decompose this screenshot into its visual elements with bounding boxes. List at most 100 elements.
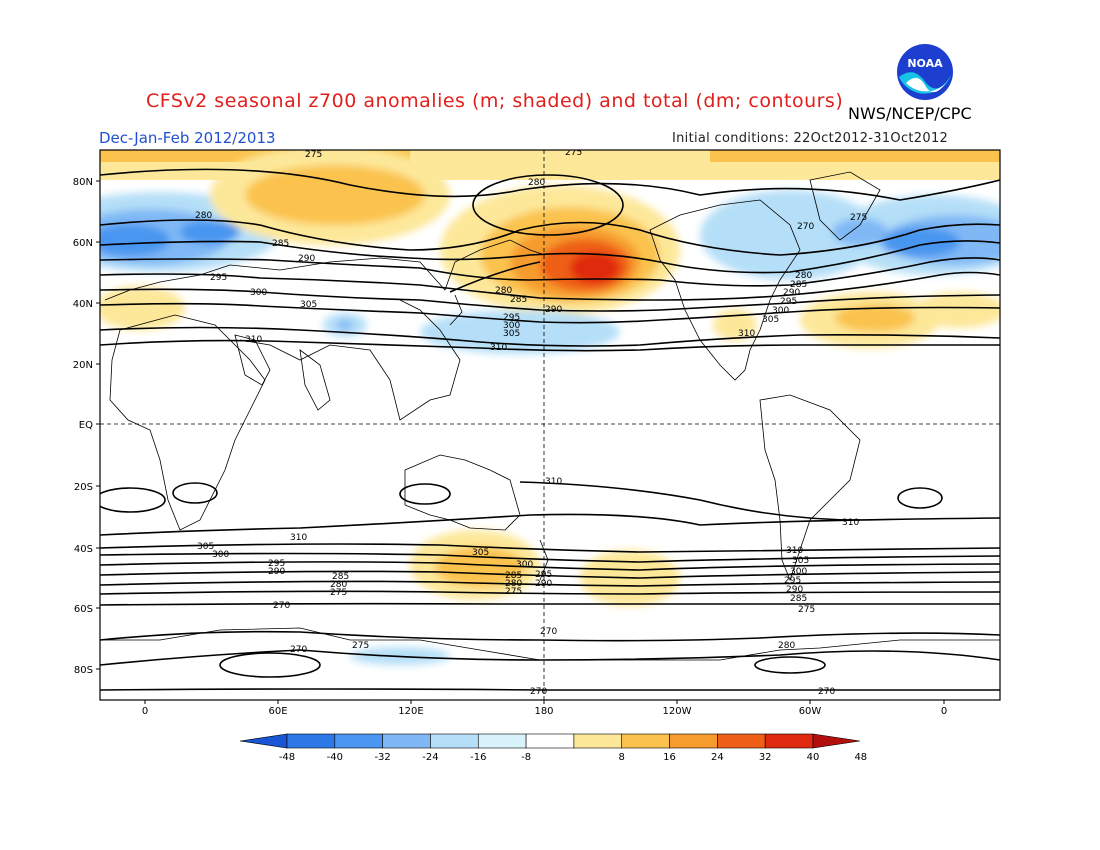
colorbar-box	[573, 733, 623, 749]
svg-text:275: 275	[305, 150, 322, 160]
lon-label: 120E	[398, 706, 423, 717]
colorbar-label: 16	[663, 752, 676, 763]
svg-text:295: 295	[780, 297, 797, 307]
svg-text:310: 310	[490, 343, 507, 353]
svg-text:275: 275	[352, 641, 369, 651]
svg-text:280: 280	[778, 641, 795, 651]
svg-text:305: 305	[792, 556, 809, 566]
lat-label: 80S	[74, 665, 93, 676]
svg-text:285: 285	[510, 295, 527, 305]
svg-text:310: 310	[245, 335, 262, 345]
colorbar-label: 40	[807, 752, 820, 763]
colorbar-label: 8	[619, 752, 625, 763]
colorbar-box	[669, 733, 718, 749]
svg-text:305: 305	[472, 548, 489, 558]
svg-text:300: 300	[790, 567, 807, 577]
lon-label: 180	[534, 706, 553, 717]
svg-text:305: 305	[762, 315, 779, 325]
svg-text:285: 285	[272, 239, 289, 249]
svg-text:285: 285	[790, 594, 807, 604]
height-contours	[100, 168, 1000, 691]
svg-text:270: 270	[530, 687, 547, 697]
svg-text:300: 300	[503, 321, 520, 331]
svg-text:290: 290	[545, 305, 562, 315]
lat-label: 20N	[73, 360, 93, 371]
lat-label: 40S	[74, 544, 93, 555]
lat-label: 60S	[74, 604, 93, 615]
colorbar-box	[764, 733, 814, 749]
forecast-period: Dec-Jan-Feb 2012/2013	[99, 129, 276, 147]
colorbar-box	[286, 733, 336, 749]
colorbar: -48 -40 -32 -24 -16 -8 8 16 24 32 40 48	[239, 733, 867, 763]
colorbar-box	[334, 733, 383, 749]
svg-text:290: 290	[786, 585, 803, 595]
svg-text:275: 275	[850, 213, 867, 223]
colorbar-label: -32	[374, 752, 390, 763]
colorbar-label: 32	[759, 752, 772, 763]
chart-title: CFSv2 seasonal z700 anomalies (m; shaded…	[146, 90, 844, 112]
lat-label: 40N	[73, 299, 93, 310]
svg-text:270: 270	[818, 687, 835, 697]
svg-text:300: 300	[772, 306, 789, 316]
colorbar-right-arrow	[812, 733, 861, 749]
lon-label: 60E	[268, 706, 287, 717]
svg-text:280: 280	[495, 286, 512, 296]
svg-text:280: 280	[330, 580, 347, 590]
map-frame	[99, 149, 1001, 701]
noaa-logo-icon: NOAA	[897, 44, 953, 100]
svg-text:300: 300	[516, 560, 533, 570]
svg-text:290: 290	[268, 567, 285, 577]
contour-labels: 275 280 285 290 295 300 305 310 280 285 …	[195, 148, 867, 697]
lon-label: 120W	[663, 706, 692, 717]
svg-text:295: 295	[784, 576, 801, 586]
svg-text:310: 310	[842, 518, 859, 528]
svg-text:295: 295	[535, 570, 552, 580]
colorbar-label: -40	[327, 752, 343, 763]
svg-text:275: 275	[798, 605, 815, 615]
svg-text:275: 275	[565, 148, 582, 158]
svg-text:310: 310	[786, 546, 803, 556]
colorbar-label: -16	[470, 752, 486, 763]
agency-label: NWS/NCEP/CPC	[848, 104, 972, 123]
lat-label: 20S	[74, 482, 93, 493]
svg-text:305: 305	[503, 329, 520, 339]
svg-text:270: 270	[540, 627, 557, 637]
svg-text:270: 270	[290, 645, 307, 655]
initial-conditions: Initial conditions: 22Oct2012-31Oct2012	[672, 131, 949, 146]
svg-text:280: 280	[505, 579, 522, 589]
svg-text:NOAA: NOAA	[907, 57, 943, 70]
svg-text:290: 290	[783, 288, 800, 298]
svg-text:285: 285	[332, 572, 349, 582]
longitude-axis: 0 60E 120E 180 120W 60W 0	[142, 700, 947, 717]
svg-text:290: 290	[298, 254, 315, 264]
lat-label: EQ	[79, 420, 93, 431]
svg-text:295: 295	[503, 313, 520, 323]
svg-text:300: 300	[212, 550, 229, 560]
lon-label: 60W	[799, 706, 822, 717]
coastlines	[100, 171, 1000, 661]
colorbar-box	[717, 733, 766, 749]
svg-text:280: 280	[528, 178, 545, 188]
svg-text:295: 295	[268, 559, 285, 569]
svg-text:270: 270	[797, 222, 814, 232]
anomaly-shading	[100, 150, 1000, 700]
svg-text:285: 285	[505, 571, 522, 581]
svg-text:280: 280	[195, 211, 212, 221]
svg-text:310: 310	[738, 329, 755, 339]
svg-text:305: 305	[197, 542, 214, 552]
svg-text:300: 300	[250, 288, 267, 298]
colorbar-label: -24	[422, 752, 438, 763]
lat-label: 80N	[73, 177, 93, 188]
svg-text:275: 275	[330, 588, 347, 598]
lat-label: 60N	[73, 238, 93, 249]
svg-text:280: 280	[795, 271, 812, 281]
svg-text:310: 310	[545, 477, 562, 487]
svg-text:270: 270	[273, 601, 290, 611]
latitude-axis: 80N 60N 40N 20N EQ 20S 40S 60S 80S	[73, 177, 100, 676]
colorbar-box	[430, 733, 479, 749]
svg-text:305: 305	[300, 300, 317, 310]
colorbar-label: 24	[711, 752, 724, 763]
svg-text:285: 285	[790, 280, 807, 290]
colorbar-label: 48	[854, 752, 867, 763]
svg-text:310: 310	[290, 533, 307, 543]
